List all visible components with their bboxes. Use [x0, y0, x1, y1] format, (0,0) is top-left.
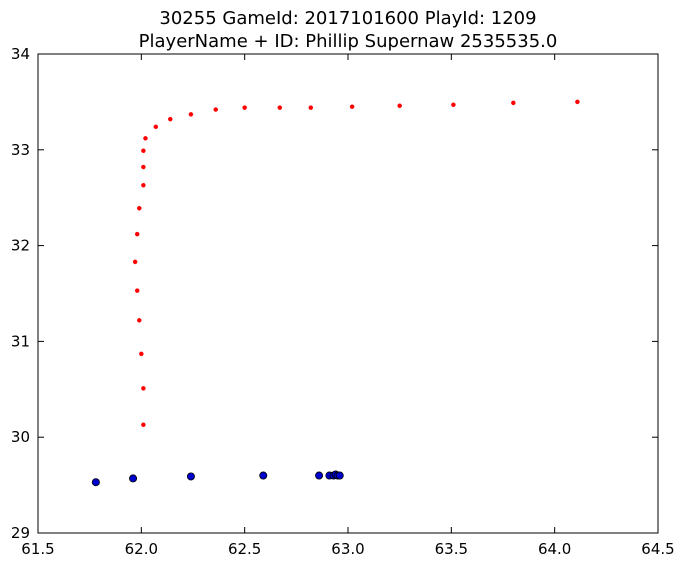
data-point	[141, 182, 146, 188]
data-point	[259, 471, 268, 480]
chart-title-line-1: 30255 GameId: 2017101600 PlayId: 1209	[159, 8, 536, 29]
x-axis: 61.5 62.0 62.5 63.0 63.5 64.0 64.5	[21, 54, 675, 558]
x-tick-label: 62.5	[228, 540, 261, 558]
x-tick-label: 63.5	[435, 540, 468, 558]
data-point	[186, 472, 195, 481]
data-point	[134, 288, 140, 293]
data-point	[242, 105, 247, 110]
data-point	[134, 231, 140, 237]
data-point	[397, 103, 402, 108]
data-point	[137, 205, 142, 211]
data-point	[129, 474, 138, 483]
data-point	[575, 99, 580, 105]
x-tick-label: 61.5	[21, 540, 54, 558]
data-point	[315, 471, 324, 480]
data-point	[349, 104, 355, 109]
x-tick-label: 64.0	[538, 540, 571, 558]
y-axis: 29 30 31 32 33 34	[11, 45, 658, 542]
x-tick-label: 63.0	[331, 540, 364, 558]
data-point	[141, 386, 146, 391]
y-tick-label: 29	[11, 524, 30, 542]
data-point	[277, 105, 283, 110]
data-point	[137, 318, 142, 323]
y-tick-label: 34	[11, 45, 30, 63]
series-2	[91, 470, 344, 487]
data-point	[143, 136, 148, 141]
x-tick-label: 62.0	[125, 540, 158, 558]
data-point	[132, 259, 138, 265]
y-tick-label: 33	[11, 141, 30, 159]
chart-title-line-2: PlayerName + ID: Phillip Supernaw 253553…	[139, 31, 558, 52]
y-tick-label: 31	[11, 332, 30, 350]
x-tick-label: 64.5	[641, 540, 674, 558]
plot-points	[91, 99, 580, 487]
data-point	[511, 100, 516, 106]
data-point	[308, 105, 314, 110]
series-1	[132, 99, 580, 427]
data-point	[335, 471, 344, 480]
plot-frame	[37, 53, 659, 534]
data-point	[213, 107, 218, 112]
data-point	[141, 422, 146, 427]
data-point	[153, 124, 159, 130]
data-point	[168, 116, 173, 122]
data-point	[91, 478, 100, 487]
data-point	[141, 148, 146, 154]
y-tick-label: 32	[11, 237, 30, 255]
data-point	[188, 112, 194, 117]
data-point	[451, 102, 456, 108]
data-point	[139, 351, 144, 357]
y-tick-label: 30	[11, 428, 30, 446]
data-point	[141, 164, 146, 170]
